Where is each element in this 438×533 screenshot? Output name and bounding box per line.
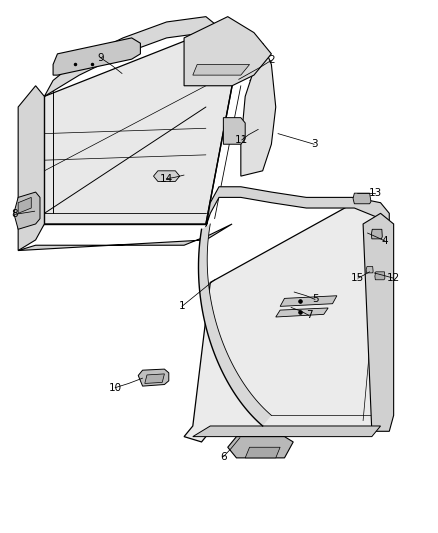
Polygon shape [153,171,180,181]
Polygon shape [35,33,232,235]
Polygon shape [280,296,337,306]
Polygon shape [193,64,250,75]
Text: 5: 5 [312,294,318,304]
Polygon shape [198,224,272,426]
Text: 14: 14 [160,174,173,184]
Text: 15: 15 [351,273,364,283]
Polygon shape [18,224,232,251]
Polygon shape [18,197,31,213]
Polygon shape [201,187,389,240]
Polygon shape [375,272,385,280]
Polygon shape [363,213,394,431]
Text: 8: 8 [11,209,18,220]
Polygon shape [193,426,381,437]
Polygon shape [14,192,40,229]
Polygon shape [18,86,44,251]
Polygon shape [145,374,164,383]
Text: 9: 9 [97,53,103,62]
Text: 2: 2 [268,55,275,65]
Text: 4: 4 [381,236,388,246]
Text: 1: 1 [179,301,185,311]
Polygon shape [245,447,280,458]
Polygon shape [223,118,245,144]
Polygon shape [276,308,328,317]
Polygon shape [366,266,373,273]
Polygon shape [228,437,293,458]
Polygon shape [138,369,169,386]
Text: 11: 11 [235,135,248,145]
Text: 3: 3 [311,139,318,149]
Polygon shape [44,17,232,96]
Text: 13: 13 [369,188,382,198]
Polygon shape [353,193,371,204]
Polygon shape [184,17,272,86]
Polygon shape [184,203,389,442]
Polygon shape [53,38,141,75]
Text: 12: 12 [387,273,400,283]
Text: 7: 7 [306,310,312,320]
Polygon shape [371,229,382,239]
Text: 10: 10 [109,383,122,393]
Text: 6: 6 [220,452,227,462]
Polygon shape [241,43,276,176]
